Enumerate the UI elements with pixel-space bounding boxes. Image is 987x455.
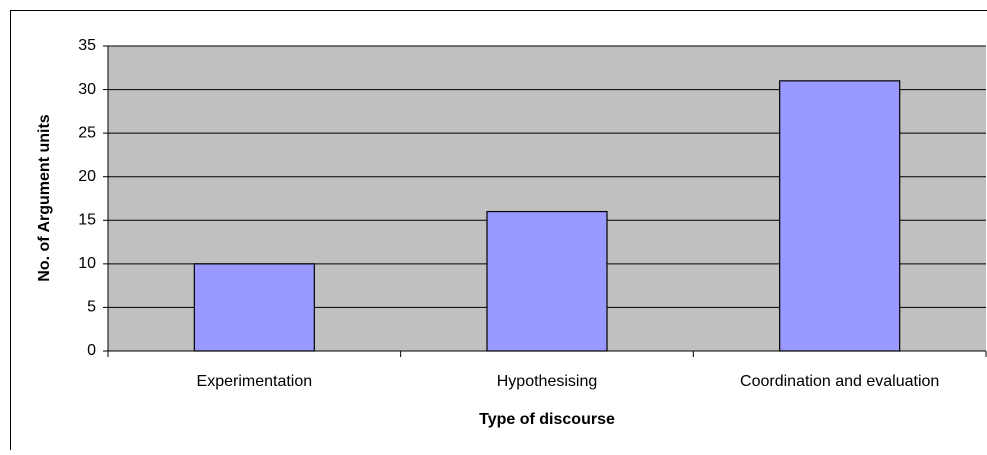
y-tick-label: 10 <box>78 255 96 272</box>
x-axis-title: Type of discourse <box>479 411 615 428</box>
y-tick-label: 35 <box>78 37 96 54</box>
y-axis-title: No. of Argument units <box>36 114 53 281</box>
y-tick-label: 5 <box>87 299 96 316</box>
y-tick-label: 30 <box>78 81 96 98</box>
bar <box>487 212 607 351</box>
y-tick-label: 15 <box>78 212 96 229</box>
bar <box>194 264 314 351</box>
x-tick-label: Experimentation <box>197 373 313 390</box>
y-tick-label: 20 <box>78 168 96 185</box>
x-tick-label: Hypothesising <box>497 373 598 390</box>
bar <box>780 81 900 351</box>
y-tick-label: 25 <box>78 124 96 141</box>
y-tick-label: 0 <box>87 342 96 359</box>
x-tick-label: Coordination and evaluation <box>740 373 939 390</box>
